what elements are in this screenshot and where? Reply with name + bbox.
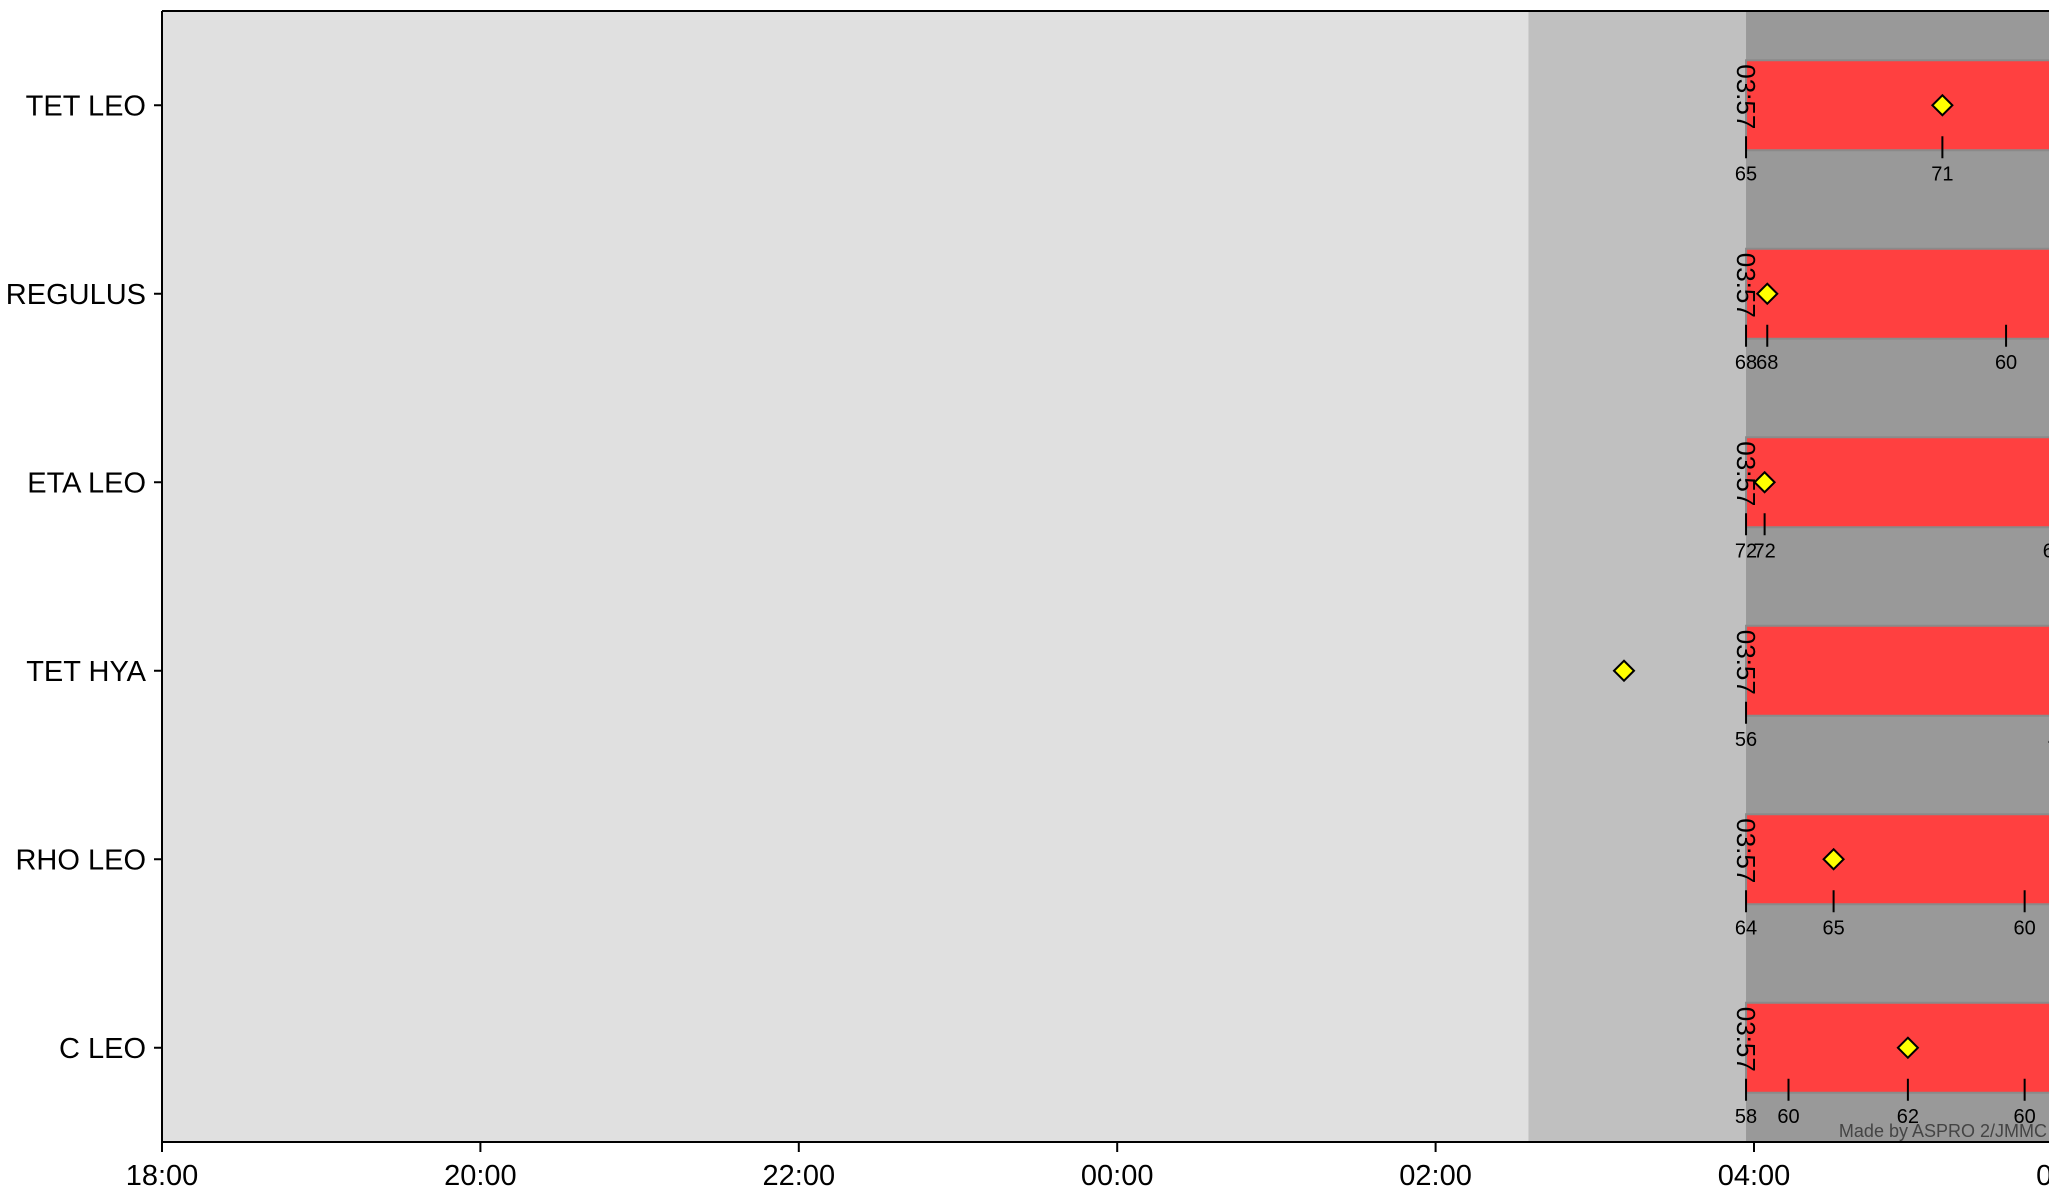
target-name-label: TET HYA (26, 656, 146, 688)
elevation-label: 64 (1735, 917, 1757, 939)
start-time-label: 03:57 (1731, 64, 1761, 129)
start-time-label: 03:57 (1731, 1007, 1761, 1072)
elevation-label: 60 (2014, 917, 2036, 939)
elevation-label: 60 (1777, 1106, 1799, 1128)
observability-bar (1745, 624, 2049, 717)
transit-marker (1822, 847, 1846, 871)
elevation-label: 71 (1931, 163, 1953, 185)
x-tick-label: 20:00 (444, 1160, 517, 1192)
x-tick-label: 18:00 (126, 1160, 199, 1192)
target-rows: 03:5709:26657160403003:5708:116868604030… (1612, 59, 2049, 1128)
x-axis: 18:0020:0022:0000:0002:0004:0006:0008:00… (126, 10, 2049, 1192)
target-row: 03:5706:19564036 (1612, 624, 2049, 751)
start-time-label: 03:57 (1731, 441, 1761, 506)
start-time-label: 03:57 (1731, 253, 1761, 318)
y-axis: TET LEO REGULUS ETA LEO TET HYA RHO LEO C LEO (6, 90, 162, 1065)
elevation-label: 65 (1735, 163, 1757, 185)
x-tick-label: 04:00 (1718, 1160, 1791, 1192)
target-name-label: REGULUS (6, 279, 146, 311)
elevation-label: 62 (1897, 1106, 1919, 1128)
watermark: Made by ASPRO 2/JMMC (1839, 1121, 2047, 1141)
target-name-label: RHO LEO (15, 844, 146, 876)
night-bands (1528, 11, 2049, 1142)
elevation-label: 60 (1995, 352, 2017, 374)
x-tick-label: 00:00 (1081, 1160, 1154, 1192)
elevation-label: 68 (1756, 352, 1778, 374)
observability-bar (1745, 813, 2049, 906)
transit-marker (1755, 282, 1779, 306)
target-name-label: TET LEO (26, 90, 146, 122)
target-row: 03:5708:116868604030 (1731, 247, 2049, 374)
transit-marker (1612, 659, 1636, 683)
elevation-label: 60 (2014, 1106, 2036, 1128)
elevation-label: 72 (1735, 540, 1757, 562)
start-time-label: 03:57 (1731, 630, 1761, 695)
target-name-label: C LEO (59, 1033, 146, 1065)
observability-bar (1745, 247, 2049, 340)
transit-marker (1896, 1036, 1920, 1060)
elevation-label: 68 (1735, 352, 1757, 374)
x-tick-label: 06:00 (2036, 1160, 2049, 1192)
target-row: 03:5708:21586062604035 (1731, 1001, 2049, 1128)
transit-marker (1930, 93, 1954, 117)
elevation-label: 58 (1735, 1106, 1757, 1128)
transit-marker (1753, 470, 1777, 494)
elevation-label: 65 (1822, 917, 1844, 939)
x-tick-label: 02:00 (1399, 1160, 1472, 1192)
target-row: 03:5708:227272604030 (1731, 436, 2049, 562)
night-band (1746, 11, 2049, 1142)
elevation-label: 60 (2043, 540, 2049, 562)
target-row: 03:5709:266571604030 (1731, 59, 2049, 185)
target-row: 03:5708:136465604033 (1731, 813, 2049, 939)
start-time-label: 03:57 (1731, 818, 1761, 883)
elevation-label: 72 (1753, 540, 1775, 562)
observability-bar (1745, 59, 2049, 152)
elevation-label: 56 (1735, 729, 1757, 751)
target-name-label: ETA LEO (27, 467, 146, 499)
x-tick-label: 22:00 (763, 1160, 836, 1192)
observability-bar (1745, 436, 2049, 529)
